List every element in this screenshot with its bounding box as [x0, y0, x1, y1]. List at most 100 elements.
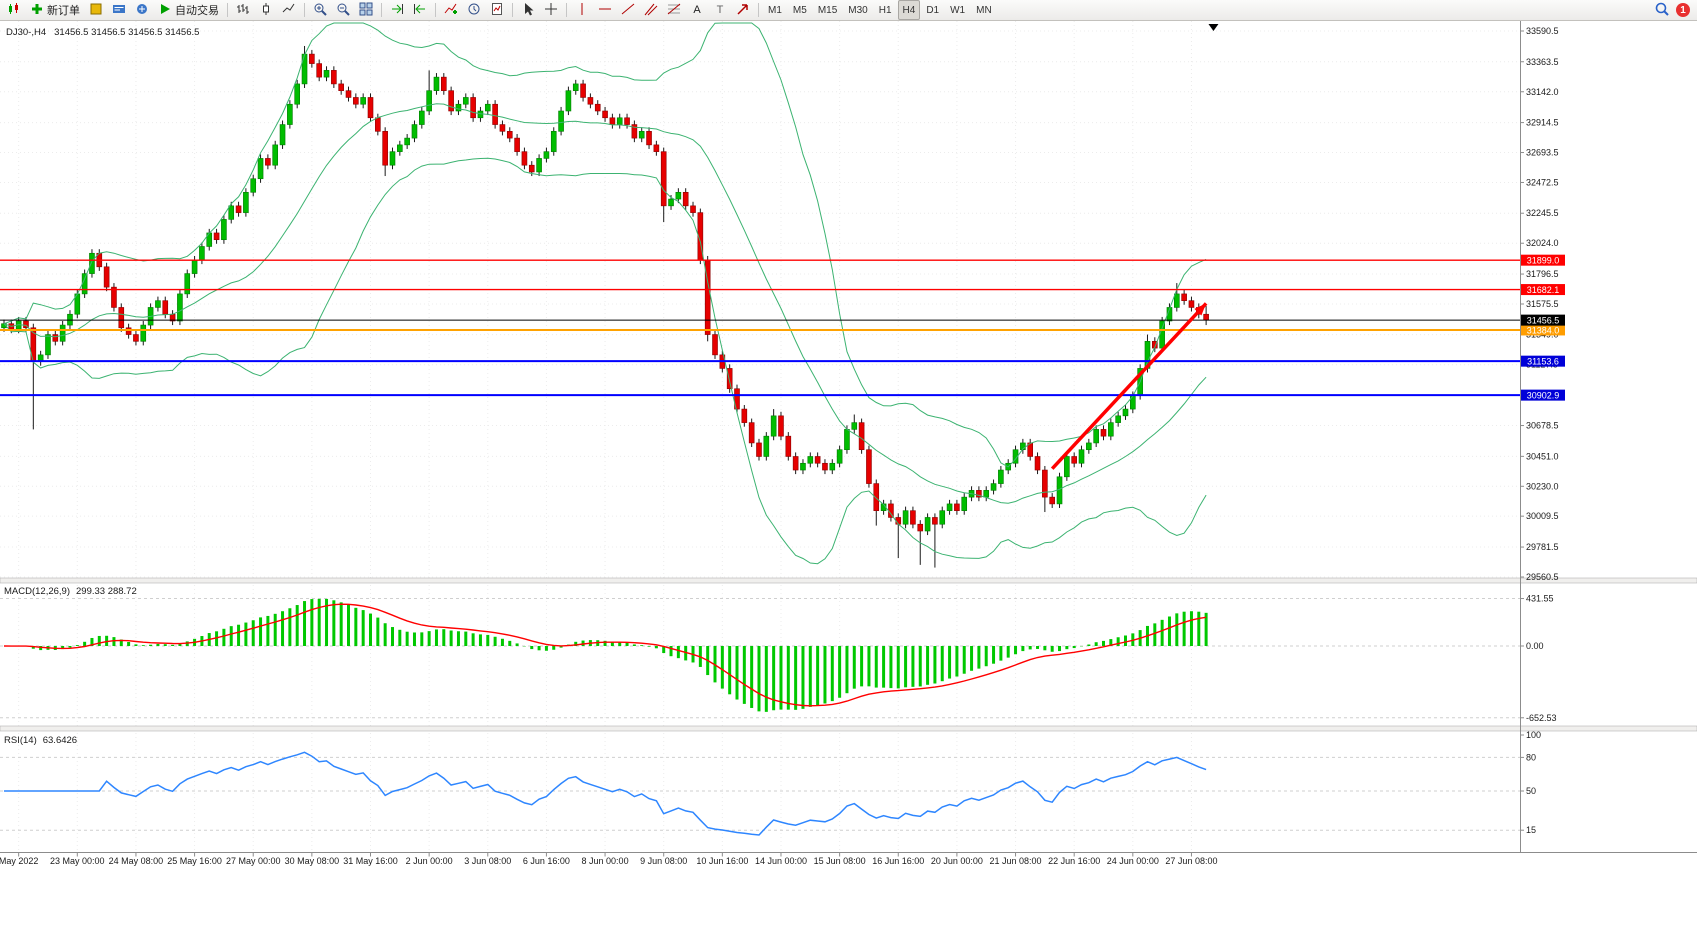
candle-body: [726, 368, 733, 390]
candle-body: [624, 117, 630, 125]
navigator-icon: [135, 2, 149, 19]
trendline-button[interactable]: [617, 0, 639, 20]
auto-trading-button[interactable]: 自动交易: [154, 0, 223, 20]
time-axis[interactable]: May 2022 23 May 00:00 24 May 08:00 25 May 1…: [0, 852, 1217, 867]
toolbar-separator: [566, 3, 567, 17]
shift-icon: [413, 2, 427, 19]
timeframe-m30-button[interactable]: M30: [848, 4, 868, 16]
text-button[interactable]: A: [686, 0, 708, 20]
indicators-button[interactable]: [440, 0, 462, 20]
timeframe-mn-button[interactable]: MN: [976, 4, 992, 16]
candle-body: [528, 164, 535, 173]
candle-body: [184, 273, 191, 295]
candle-body: [756, 442, 762, 457]
timeframe-h1-button[interactable]: H1: [878, 4, 892, 16]
candle-body: [155, 300, 161, 308]
zoom-out-button[interactable]: [332, 0, 354, 20]
timeframe-h4-button[interactable]: H4: [897, 0, 921, 20]
candle-body: [81, 273, 88, 295]
candle-body: [191, 259, 198, 274]
channel-button[interactable]: [640, 0, 662, 20]
chart-shift-button[interactable]: [409, 0, 431, 20]
auto-scroll-button[interactable]: [386, 0, 408, 20]
candle-body: [983, 490, 990, 498]
candlestick-chart-button[interactable]: [255, 0, 277, 20]
cursor-button[interactable]: [517, 0, 539, 20]
svg-text:29781.5: 29781.5: [1526, 542, 1559, 552]
svg-text:27 May 00:00: 27 May 00:00: [226, 856, 281, 866]
candle-body: [419, 110, 425, 125]
candle-body: [492, 103, 498, 125]
candle-body: [609, 117, 616, 125]
timeframe-m1-button[interactable]: M1: [768, 4, 782, 16]
zoom-in-button[interactable]: [309, 0, 331, 20]
svg-text:2 Jun 00:00: 2 Jun 00:00: [406, 856, 453, 866]
candle-body: [807, 456, 814, 464]
zoom-out-icon: [336, 2, 350, 19]
candle-body: [1064, 456, 1070, 478]
search-icon: [1655, 2, 1669, 19]
candle-body: [536, 158, 542, 173]
timeframe-m5-button[interactable]: M5: [792, 4, 807, 16]
candle-body: [52, 334, 59, 342]
label-button[interactable]: T: [709, 0, 731, 20]
candle-body: [133, 334, 139, 342]
search-button[interactable]: [1651, 0, 1673, 20]
timeframe-m15-button[interactable]: M15: [817, 4, 838, 16]
crosshair-button[interactable]: [540, 0, 562, 20]
chart-window[interactable]: 33590.5 33363.5 33142.0 32914.5 32693.5 32472…: [0, 21, 1697, 947]
toolbar-separator: [227, 3, 228, 17]
candle-body: [1159, 320, 1165, 349]
play-icon: [158, 2, 172, 19]
svg-text:31575.5: 31575.5: [1526, 299, 1559, 309]
chart-background[interactable]: [0, 21, 1697, 947]
chart-shift-marker: [1208, 24, 1219, 31]
svg-text:0.00: 0.00: [1526, 641, 1544, 651]
svg-text:May 2022: May 2022: [0, 856, 38, 866]
candle-body: [103, 266, 110, 288]
candle-body: [440, 76, 447, 91]
arrows-button[interactable]: [732, 0, 754, 20]
cursor-icon: [521, 2, 535, 19]
line-chart-button[interactable]: [278, 0, 300, 20]
vertical-line-button[interactable]: [571, 0, 593, 20]
text-a-icon: A: [690, 2, 704, 19]
svg-text:29560.5: 29560.5: [1526, 572, 1559, 582]
bar-chart-button[interactable]: [232, 0, 254, 20]
periods-button[interactable]: [463, 0, 485, 20]
market-watch-button[interactable]: [85, 0, 107, 20]
clock-icon: [467, 2, 481, 19]
notification-badge[interactable]: 1: [1676, 3, 1690, 17]
candles-layer: [1, 45, 1209, 568]
candle-body: [763, 435, 770, 457]
candle-body: [455, 103, 462, 112]
svg-text:50: 50: [1526, 786, 1536, 796]
candle-body: [741, 408, 748, 423]
candle-body: [602, 110, 608, 119]
new-order-button[interactable]: 新订单: [26, 0, 84, 20]
candle-body: [521, 151, 528, 166]
navigator-button[interactable]: [131, 0, 153, 20]
data-window-button[interactable]: [108, 0, 130, 20]
candle-body: [668, 198, 674, 207]
horizontal-line-button[interactable]: [594, 0, 616, 20]
candle-body: [287, 103, 293, 125]
candle-body: [550, 131, 557, 152]
candle-body: [309, 53, 315, 64]
tile-windows-button[interactable]: [355, 0, 377, 20]
svg-text:23 May 00:00: 23 May 00:00: [50, 856, 105, 866]
price-level-lines[interactable]: [0, 259, 1520, 397]
annotations-layer[interactable]: [1050, 24, 1219, 470]
candle-body: [954, 503, 960, 511]
new-chart-button[interactable]: [3, 0, 25, 20]
candle-body: [404, 137, 410, 146]
candle-body: [111, 286, 117, 308]
timeframe-w1-button[interactable]: W1: [950, 4, 966, 16]
candle-body: [829, 462, 836, 471]
templates-button[interactable]: [486, 0, 508, 20]
svg-text:30 May 08:00: 30 May 08:00: [285, 856, 340, 866]
timeframe-d1-button[interactable]: D1: [926, 4, 940, 16]
candle-body: [961, 496, 968, 511]
fibonacci-button[interactable]: [663, 0, 685, 20]
candle-body: [572, 83, 579, 91]
